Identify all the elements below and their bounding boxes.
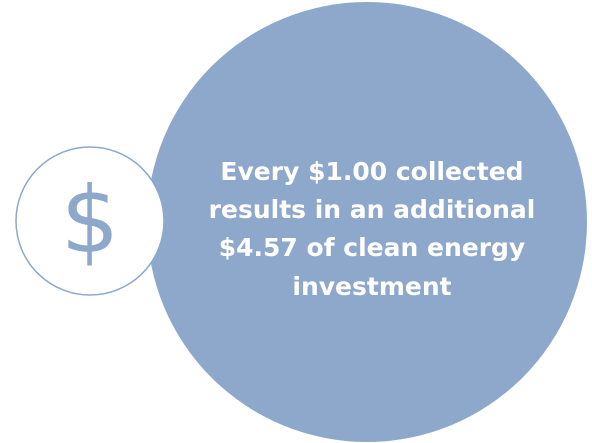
message-line: Every $1.00 collected [220,157,523,186]
big-circle [147,2,587,442]
message-line: results in an additional [209,195,536,224]
small-circle [15,146,165,296]
message-line: investment [292,272,451,301]
dollar-symbol: $ [61,167,120,274]
message-line: $4.57 of clean energy [219,233,525,262]
